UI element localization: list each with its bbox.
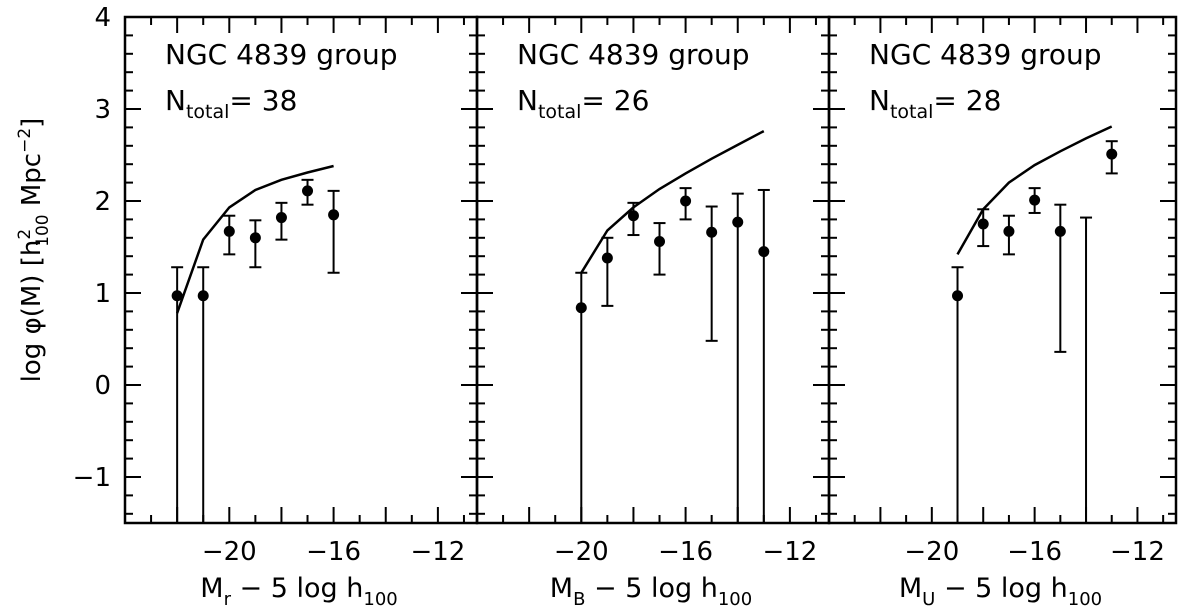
x-tick-label: −12 <box>410 537 465 567</box>
x-tick-label: −20 <box>202 537 257 567</box>
data-point <box>1054 225 1066 237</box>
data-point <box>197 290 209 302</box>
y-tick-label: 0 <box>94 371 111 401</box>
ntotal-n: N <box>165 84 186 117</box>
panel-title: NGC 4839 group <box>165 38 398 71</box>
ntotal-label: Ntotal= 38 <box>165 84 297 123</box>
data-point <box>654 235 666 247</box>
data-point <box>328 209 340 221</box>
x-axis-label: Mr − 5 log h100 <box>200 573 397 610</box>
x-axis-label-band: r <box>224 589 232 610</box>
ntotal-sub: total <box>538 101 581 123</box>
x-tick-label: −16 <box>658 537 713 567</box>
y-axis-label: log φ(M) [h2100 Mpc−2] <box>15 118 53 383</box>
y-axis-label-sup: 2 <box>15 229 35 240</box>
data-point <box>302 185 314 197</box>
y-tick-label: 2 <box>94 187 111 217</box>
panel-title: NGC 4839 group <box>869 38 1102 71</box>
x-tick-label: −12 <box>1110 537 1165 567</box>
data-point <box>758 246 770 258</box>
panel-r: −20 −16 −12 −1 0 1 2 3 4 NGC 4839 group Ntotal= 38… <box>73 3 479 610</box>
ntotal-sub: total <box>890 101 933 123</box>
data-point <box>223 225 235 237</box>
x-axis-label-rest: − 5 log h <box>231 573 363 604</box>
model-line <box>175 164 334 314</box>
panel-B: −20 −16 −12 NGC 4839 group Ntotal= 26 MB − 5 … <box>475 15 831 610</box>
y-axis-label-close: ] <box>17 118 47 128</box>
x-axis-label-m: M <box>200 573 223 604</box>
x-tick-label: −20 <box>904 537 959 567</box>
x-axis-label-m: M <box>899 573 922 604</box>
data-point <box>171 290 183 302</box>
data-point <box>249 232 261 244</box>
y-axis-label-prefix: log φ(M) [h <box>17 240 47 383</box>
data-point <box>575 302 587 314</box>
data-point <box>1029 194 1041 206</box>
x-axis-label-sub: 100 <box>363 589 397 610</box>
panel-title: NGC 4839 group <box>517 38 750 71</box>
x-axis-label-rest: − 5 log h <box>585 573 717 604</box>
x-tick-label: −16 <box>1007 537 1062 567</box>
data-point <box>977 218 989 230</box>
x-axis-label-m: M <box>550 573 573 604</box>
model-line <box>580 129 765 274</box>
data-point <box>627 210 639 222</box>
x-axis-label: MU − 5 log h100 <box>899 573 1102 610</box>
data-point <box>1003 225 1015 237</box>
y-axis-label-suffix: Mpc <box>17 153 47 215</box>
x-axis-label-sub: 100 <box>1068 589 1102 610</box>
panel-frame <box>827 15 1178 525</box>
y-axis-label-sub: 100 <box>33 214 53 246</box>
data-point <box>732 216 744 228</box>
ntotal-sub: total <box>186 101 229 123</box>
ntotal-value: = 26 <box>581 84 649 117</box>
x-tick-label: −16 <box>306 537 361 567</box>
ntotal-label: Ntotal= 28 <box>869 84 1001 123</box>
data-point <box>952 290 964 302</box>
ntotal-value: = 38 <box>229 84 297 117</box>
x-axis-label-sub: 100 <box>718 589 752 610</box>
ntotal-n: N <box>517 84 538 117</box>
panel-U: −20 −16 −12 NGC 4839 group Ntotal= 28 MU − 5 … <box>827 15 1178 610</box>
x-tick-label: −20 <box>554 537 609 567</box>
x-tick-label: −12 <box>762 537 817 567</box>
svg-text:log φ(M) [h2100 Mpc−2]: log φ(M) [h2100 Mpc−2] <box>15 118 53 383</box>
y-tick-label: 1 <box>94 279 111 309</box>
y-tick-label: −1 <box>73 463 111 493</box>
x-axis-label-band: U <box>922 589 935 610</box>
data-point <box>680 195 692 207</box>
x-axis-label-band: B <box>573 589 585 610</box>
data-point <box>1106 148 1118 160</box>
data-point <box>601 252 613 264</box>
data-point <box>275 212 287 224</box>
ntotal-n: N <box>869 84 890 117</box>
data-point <box>706 226 718 238</box>
ntotal-value: = 28 <box>933 84 1001 117</box>
y-tick-label: 3 <box>94 95 111 125</box>
ntotal-label: Ntotal= 26 <box>517 84 649 123</box>
x-axis-label-rest: − 5 log h <box>935 573 1067 604</box>
y-axis-label-exp: −2 <box>15 128 35 153</box>
x-axis-label: MB − 5 log h100 <box>550 573 752 610</box>
y-tick-label: 4 <box>94 3 111 33</box>
